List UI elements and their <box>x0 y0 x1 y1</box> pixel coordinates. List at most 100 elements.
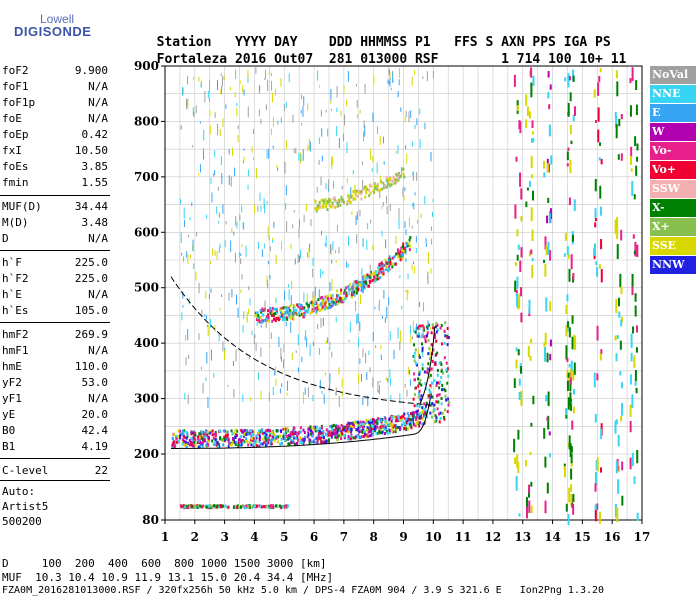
echo-point <box>338 137 340 149</box>
echo-point <box>570 368 573 378</box>
echo-point <box>416 334 419 338</box>
echo-point <box>260 118 262 125</box>
echo-point <box>428 394 431 398</box>
echo-point <box>600 239 603 250</box>
echo-point <box>408 367 410 375</box>
echo-point <box>361 430 364 434</box>
echo-point <box>337 298 339 304</box>
echo-point <box>399 275 401 279</box>
echo-point <box>266 315 269 319</box>
echo-point <box>570 468 573 480</box>
echo-point <box>276 504 279 508</box>
echo-point <box>416 404 419 408</box>
echo-point <box>629 420 632 433</box>
param-name: hmE <box>2 360 22 373</box>
echo-point <box>266 200 268 204</box>
echo-point <box>431 381 434 385</box>
echo-point <box>418 416 421 420</box>
echo-point <box>399 258 402 262</box>
x-tick-label: 17 <box>634 530 651 544</box>
echo-point <box>214 150 216 158</box>
echo-point <box>600 349 603 354</box>
echo-point <box>371 417 374 421</box>
header-label: P1 <box>414 35 431 50</box>
echo-point <box>543 172 546 178</box>
echo-point <box>367 434 370 438</box>
echo-point <box>232 431 235 435</box>
echo-point <box>569 392 572 403</box>
echo-point <box>188 505 191 509</box>
y-tick-label: 500 <box>134 281 159 295</box>
echo-point <box>242 434 245 438</box>
echo-point <box>314 295 316 304</box>
echo-point <box>531 131 534 135</box>
echo-point <box>335 429 338 433</box>
echo-point <box>258 84 260 94</box>
echo-point <box>183 256 185 262</box>
echo-point <box>567 376 570 382</box>
echo-point <box>347 435 350 439</box>
echo-point <box>396 418 399 422</box>
echo-point <box>350 195 353 199</box>
echo-point <box>569 371 572 385</box>
echo-point <box>421 363 424 367</box>
echo-point <box>359 358 361 364</box>
echo-point <box>386 180 388 188</box>
echo-point <box>347 437 350 441</box>
echo-point <box>265 433 268 437</box>
echo-point <box>298 303 301 307</box>
echo-point <box>224 349 226 361</box>
echo-point <box>279 434 282 438</box>
echo-point <box>372 244 374 250</box>
echo-point <box>360 190 363 194</box>
echo-point <box>447 374 450 378</box>
echo-point <box>282 434 285 438</box>
echo-point <box>388 297 390 306</box>
echo-point <box>270 309 273 313</box>
echo-point <box>209 431 212 435</box>
echo-point <box>594 483 597 492</box>
echo-point <box>636 325 639 333</box>
echo-point <box>390 87 392 91</box>
echo-point <box>373 75 375 85</box>
echo-point <box>270 438 273 442</box>
echo-point <box>330 293 333 297</box>
echo-point <box>185 445 188 449</box>
echo-point <box>389 184 392 188</box>
echo-point <box>302 437 305 441</box>
echo-point <box>402 421 405 425</box>
echo-point <box>291 439 294 443</box>
echo-point <box>220 73 222 77</box>
echo-point <box>336 294 339 298</box>
echo-point <box>237 443 240 447</box>
echo-point <box>631 282 634 296</box>
echo-point <box>443 356 446 360</box>
echo-point <box>322 430 325 434</box>
echo-point <box>412 336 414 340</box>
y-tick-label: 300 <box>134 392 159 406</box>
echo-point <box>343 436 346 440</box>
echo-point <box>316 308 319 312</box>
echo-point <box>352 436 355 440</box>
echo-point <box>256 316 259 320</box>
echo-point <box>415 363 418 367</box>
echo-point <box>274 504 277 508</box>
echo-point <box>430 343 433 347</box>
echo-point <box>355 287 358 291</box>
echo-point <box>394 430 397 434</box>
echo-point <box>330 435 333 439</box>
echo-point <box>629 374 632 385</box>
echo-point <box>402 167 405 171</box>
echo-point <box>401 256 404 260</box>
echo-point <box>216 504 219 508</box>
echo-point <box>182 88 184 95</box>
echo-point <box>268 434 271 438</box>
echo-point <box>430 367 433 371</box>
echo-point <box>192 107 194 115</box>
echo-point <box>290 309 292 315</box>
echo-point <box>267 319 270 323</box>
echo-point <box>371 272 374 276</box>
echo-point <box>614 335 617 341</box>
echo-point <box>300 438 303 442</box>
echo-point <box>530 422 533 427</box>
